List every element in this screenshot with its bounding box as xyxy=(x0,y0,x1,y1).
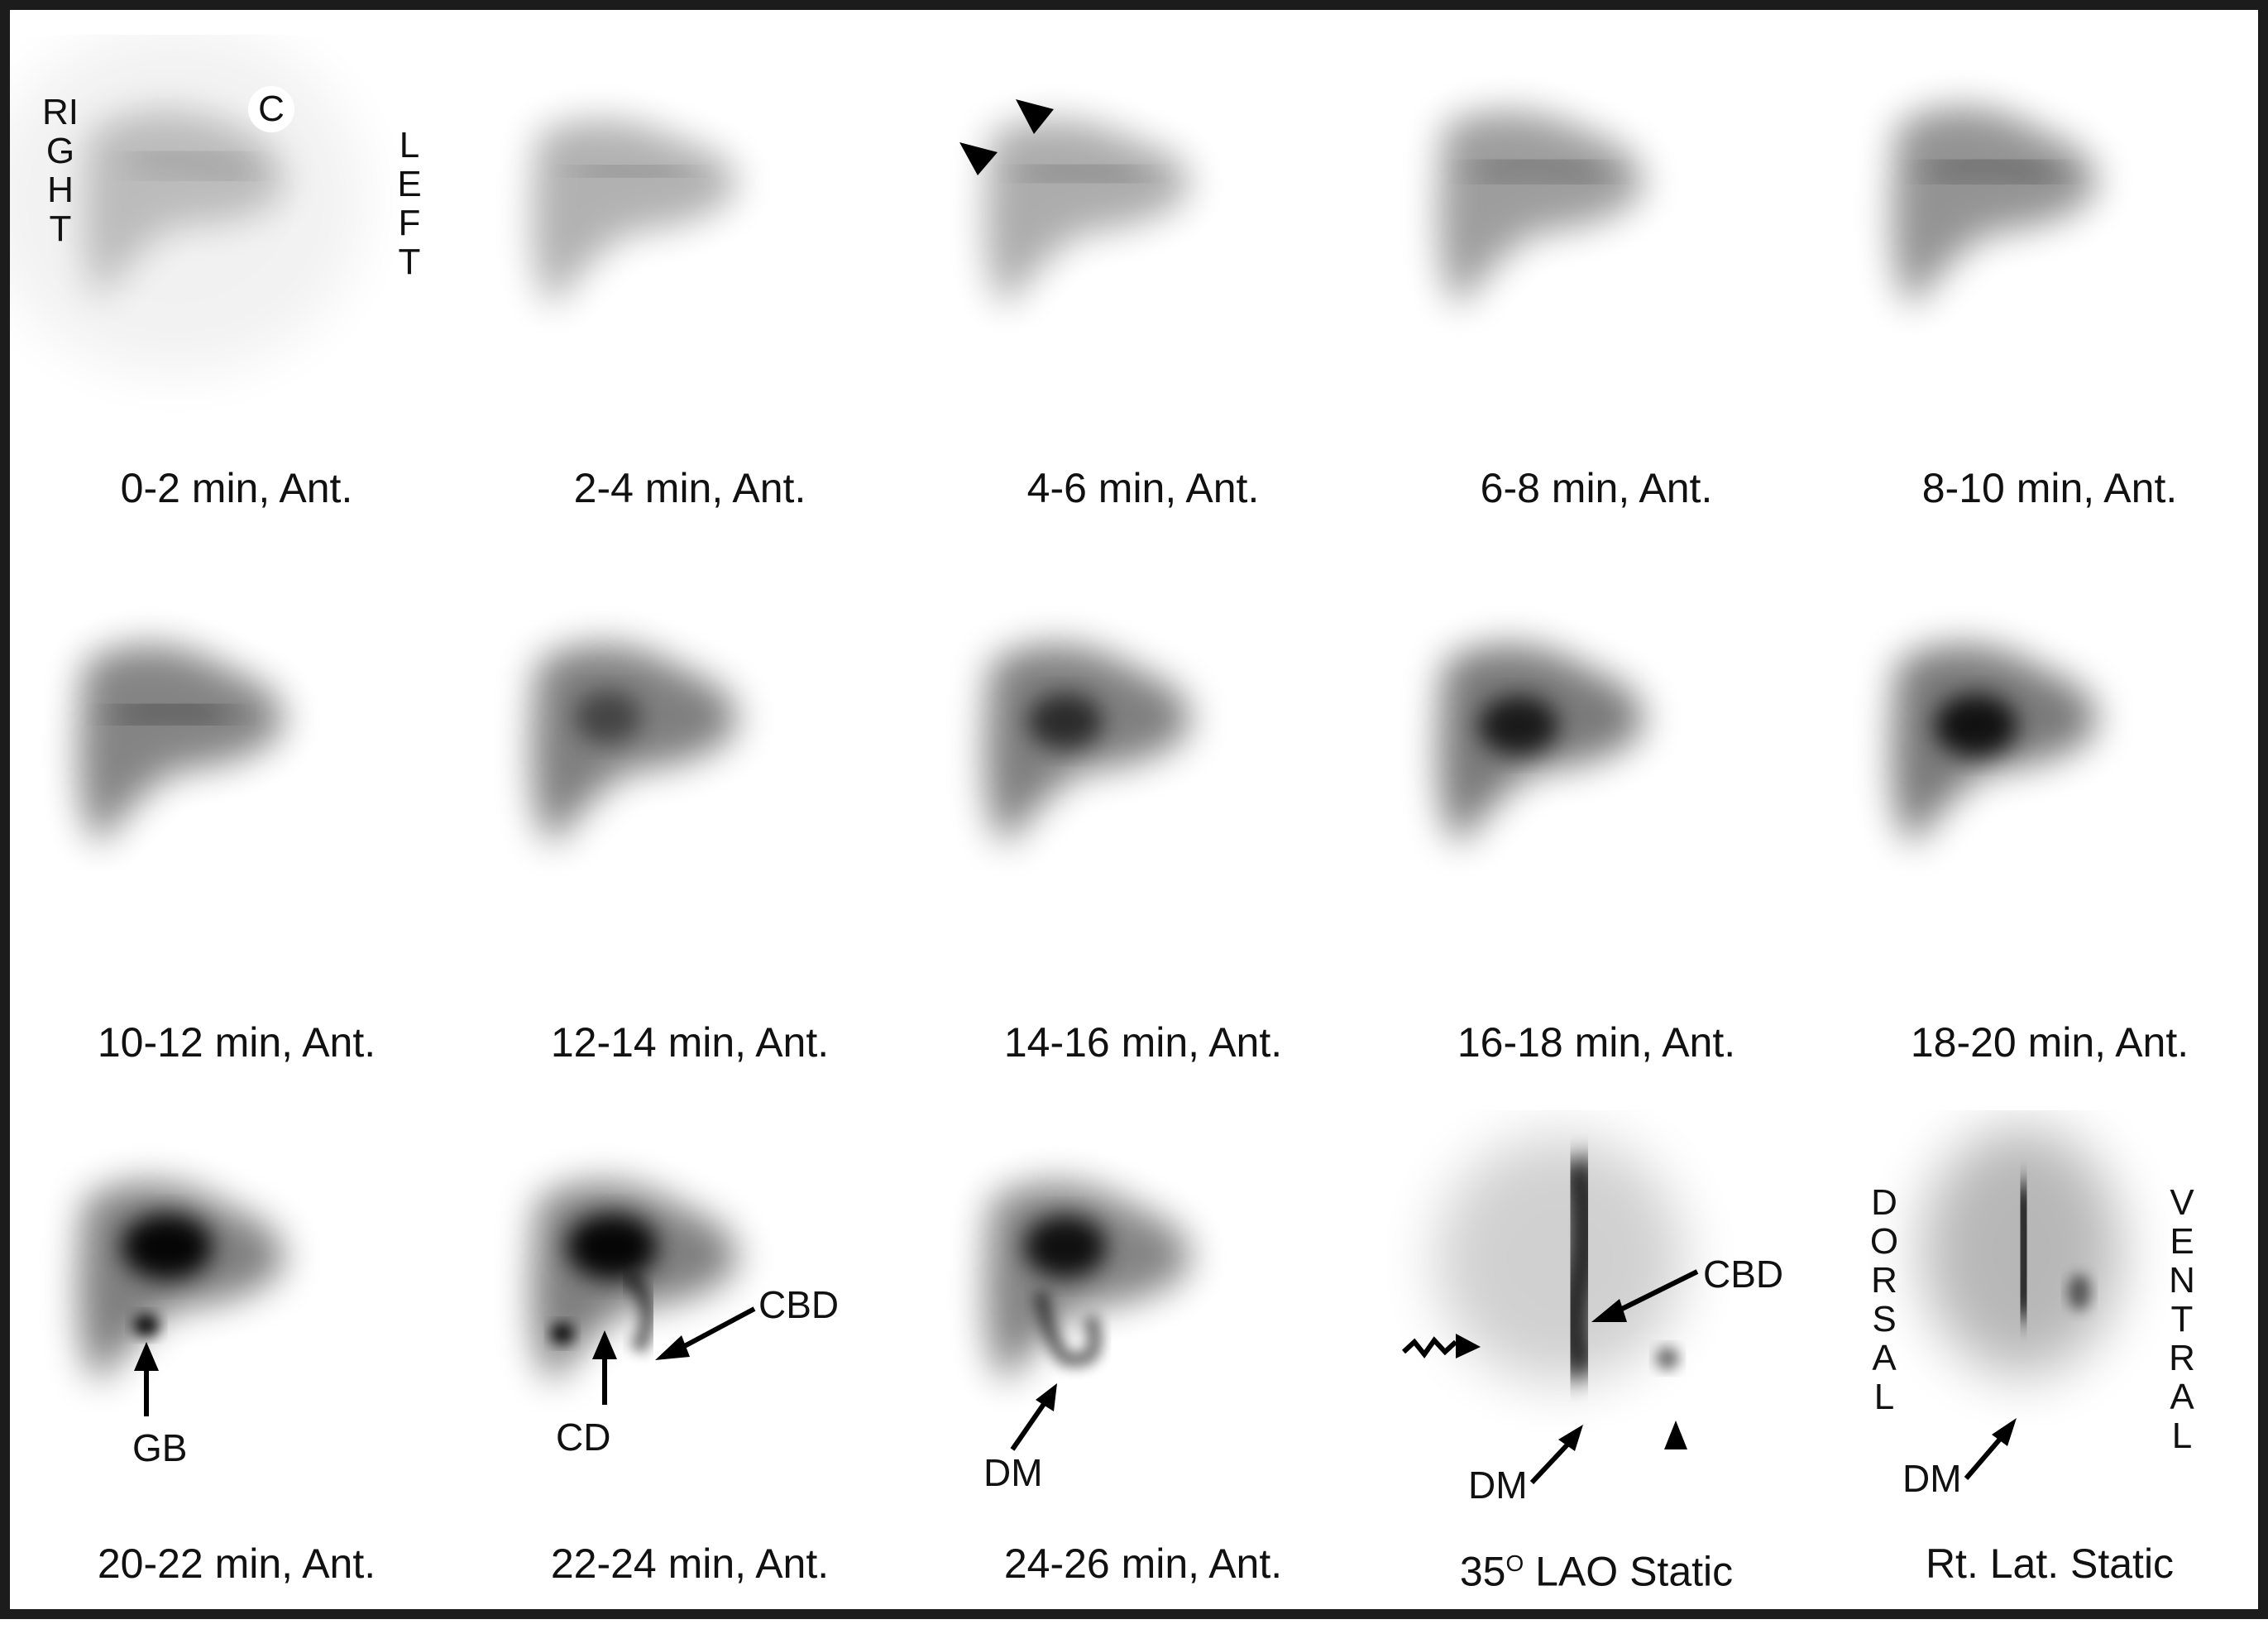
panel-caption: 2-4 min, Ant. xyxy=(573,465,806,511)
liver-scan-image xyxy=(1438,111,1644,308)
liver-scan-image xyxy=(1892,107,2098,308)
liver-scan-image xyxy=(532,119,738,308)
panel-caption: 22-24 min, Ant. xyxy=(550,1540,830,1587)
liver-scan-image xyxy=(985,1182,1191,1383)
orientation-dorsal-label: DORSAL xyxy=(1869,1182,1899,1417)
arrow-icon xyxy=(1591,1269,1699,1322)
liver-scan-image xyxy=(985,119,1191,308)
panel-caption: 14-16 min, Ant. xyxy=(1003,1019,1283,1066)
rt-lat-scan-image xyxy=(1922,1127,2121,1375)
panel-caption: Rt. Lat. Static xyxy=(1925,1540,2175,1587)
arrow-icon xyxy=(1964,1418,2017,1480)
arrow-icon xyxy=(134,1342,159,1416)
arrowhead-icon xyxy=(959,142,998,175)
orientation-ventral-label: VENTRAL xyxy=(2169,1182,2195,1456)
liver-scan-image xyxy=(79,644,285,846)
panel-caption: 0-2 min, Ant. xyxy=(120,465,353,511)
orientation-left-label: LEFT xyxy=(397,125,422,282)
panel-caption: 16-18 min, Ant. xyxy=(1457,1019,1736,1066)
liver-scan-image xyxy=(1892,644,2098,846)
arrow-icon xyxy=(1529,1425,1583,1485)
arrow-icon xyxy=(1010,1383,1057,1451)
arrow-icon xyxy=(655,1306,756,1360)
wavy-arrow-icon xyxy=(1401,1334,1481,1358)
lao-angle: 35 xyxy=(1459,1548,1506,1595)
panel-caption: 12-14 min, Ant. xyxy=(550,1019,830,1066)
arrow-icon xyxy=(592,1330,617,1405)
panel-caption: 35O LAO Static xyxy=(1370,1540,1823,1595)
panel-caption: 10-12 min, Ant. xyxy=(97,1019,376,1066)
cd-label: CD xyxy=(556,1416,611,1459)
c-label: C xyxy=(248,86,294,132)
annotation-overlay xyxy=(134,99,2017,1485)
liver-scan-image xyxy=(532,644,738,846)
panel-caption: 18-20 min, Ant. xyxy=(1910,1019,2189,1066)
liver-scan-image xyxy=(985,644,1191,846)
liver-scan-image xyxy=(532,1182,738,1383)
gb-label: GB xyxy=(132,1426,188,1469)
dm-label: DM xyxy=(983,1451,1043,1494)
cbd-label: CBD xyxy=(758,1283,840,1326)
panel-caption: 4-6 min, Ant. xyxy=(1026,465,1260,511)
orientation-right-label: RIGHT xyxy=(42,92,79,249)
lao-caption-rest: LAO Static xyxy=(1524,1548,1734,1595)
panel-caption: 24-26 min, Ant. xyxy=(1003,1540,1283,1587)
liver-scan-image xyxy=(79,1182,285,1383)
arrowhead-icon xyxy=(1664,1421,1687,1449)
liver-scan-image xyxy=(1438,644,1644,846)
arrowhead-icon xyxy=(1016,99,1054,134)
dm-label: DM xyxy=(1902,1457,1962,1500)
panel-caption: 20-22 min, Ant. xyxy=(97,1540,376,1587)
panel-caption: 6-8 min, Ant. xyxy=(1480,465,1713,511)
panel-caption: 8-10 min, Ant. xyxy=(1921,465,2178,511)
cbd-label: CBD xyxy=(1703,1253,1784,1296)
degree-mark: O xyxy=(1505,1550,1524,1576)
dm-label: DM xyxy=(1468,1464,1528,1507)
